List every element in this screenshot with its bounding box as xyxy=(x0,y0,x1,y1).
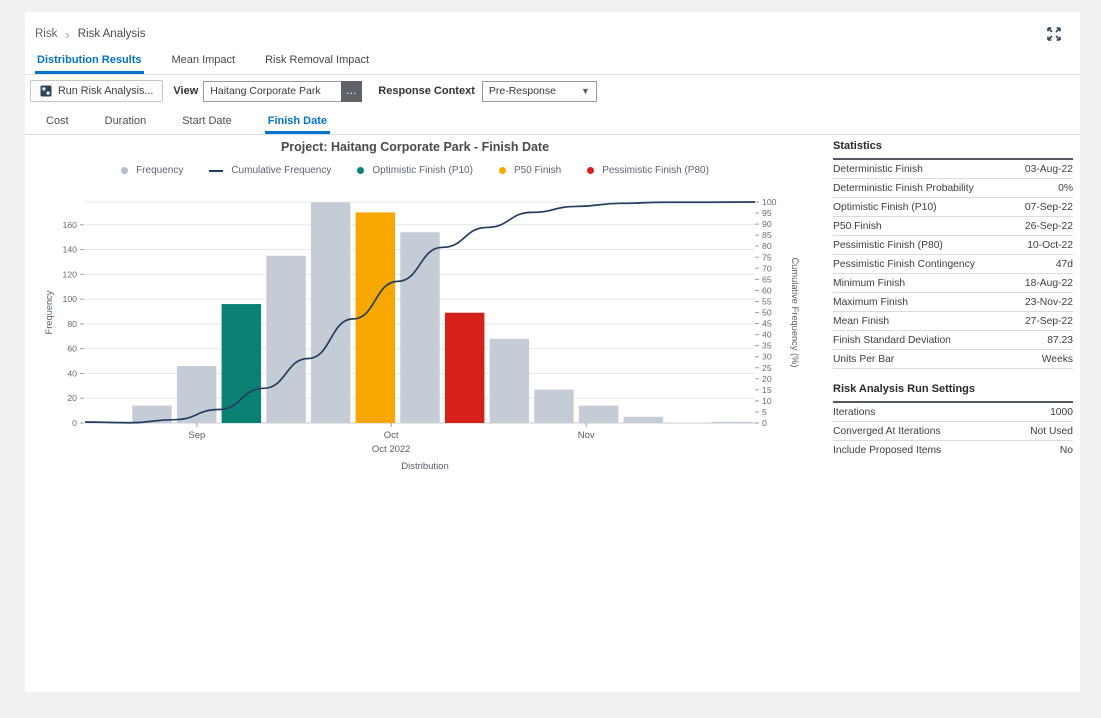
svg-text:35: 35 xyxy=(762,341,772,351)
svg-text:15: 15 xyxy=(762,385,772,395)
legend-item-cumulative-frequency[interactable]: Cumulative Frequency xyxy=(209,165,331,176)
legend-item-pessimistic-finish[interactable]: Pessimistic Finish (P80) xyxy=(587,165,709,176)
setting-row-iterations: Iterations 1000 xyxy=(833,403,1073,422)
response-context-label: Response Context xyxy=(378,85,475,97)
stat-row-maximum-finish: Maximum Finish 23-Nov-22 xyxy=(833,293,1073,312)
svg-text:80: 80 xyxy=(762,241,772,251)
svg-text:20: 20 xyxy=(67,393,77,403)
svg-text:85: 85 xyxy=(762,230,772,240)
svg-text:30: 30 xyxy=(762,352,772,362)
statistics-panel: Statistics Deterministic Finish 03-Aug-22… xyxy=(833,140,1073,460)
result-subtabs: Cost Duration Start Date Finish Date xyxy=(25,111,1080,135)
svg-text:0: 0 xyxy=(762,418,767,428)
svg-text:60: 60 xyxy=(67,344,77,354)
tab-distribution-results[interactable]: Distribution Results xyxy=(35,50,144,74)
svg-text:140: 140 xyxy=(63,245,78,255)
svg-text:50: 50 xyxy=(762,308,772,318)
subtab-duration[interactable]: Duration xyxy=(104,115,147,127)
svg-text:5: 5 xyxy=(762,407,767,417)
breadcrumb: Risk › Risk Analysis xyxy=(35,26,146,42)
frequency-marker-icon xyxy=(121,167,129,174)
stat-row-deterministic-finish: Deterministic Finish 03-Aug-22 xyxy=(833,160,1073,179)
p10-marker-icon xyxy=(357,167,365,174)
stat-row-mean-finish: Mean Finish 27-Sep-22 xyxy=(833,312,1073,331)
svg-text:Frequency: Frequency xyxy=(44,290,54,334)
svg-text:100: 100 xyxy=(63,294,78,304)
breadcrumb-risk[interactable]: Risk xyxy=(35,28,58,40)
svg-text:120: 120 xyxy=(63,269,78,279)
chevron-down-icon: ▼ xyxy=(580,86,590,96)
legend-item-frequency[interactable]: Frequency xyxy=(121,165,183,176)
stat-row-finish-standard-deviation: Finish Standard Deviation 87.23 xyxy=(833,331,1073,350)
statistics-title: Statistics xyxy=(833,140,1073,160)
svg-text:65: 65 xyxy=(762,274,772,284)
svg-text:40: 40 xyxy=(762,330,772,340)
subtab-finish-date[interactable]: Finish Date xyxy=(264,111,331,134)
svg-text:Nov: Nov xyxy=(578,430,595,441)
risk-analysis-page: Risk › Risk Analysis Distribution Result… xyxy=(25,12,1080,692)
subtab-cost[interactable]: Cost xyxy=(46,115,69,127)
svg-text:10: 10 xyxy=(762,396,772,406)
chart-legend: Frequency Cumulative Frequency Optimisti… xyxy=(40,165,790,176)
run-settings-panel: Risk Analysis Run Settings Iterations 100… xyxy=(833,383,1073,460)
stat-row-deterministic-finish-probability: Deterministic Finish Probability 0% xyxy=(833,179,1073,198)
distribution-chart: 0204060801001201401600510152025303540455… xyxy=(44,197,800,472)
svg-text:70: 70 xyxy=(762,263,772,273)
tab-risk-removal-impact[interactable]: Risk Removal Impact xyxy=(265,54,370,66)
svg-text:0: 0 xyxy=(72,418,77,428)
stat-row-minimum-finish: Minimum Finish 18-Aug-22 xyxy=(833,274,1073,293)
setting-row-include-proposed-items: Include Proposed Items No xyxy=(833,445,1073,456)
svg-text:95: 95 xyxy=(762,208,772,218)
svg-text:75: 75 xyxy=(762,252,772,262)
run-settings-title: Risk Analysis Run Settings xyxy=(833,383,1073,403)
tab-mean-impact[interactable]: Mean Impact xyxy=(171,54,236,66)
svg-text:60: 60 xyxy=(762,285,772,295)
response-context-select[interactable]: Pre-Response ▼ xyxy=(481,80,597,102)
p80-marker-icon xyxy=(587,167,595,174)
svg-text:Sep: Sep xyxy=(188,430,205,441)
svg-text:Distribution: Distribution xyxy=(401,461,449,472)
expand-icon[interactable] xyxy=(1044,26,1064,44)
svg-text:Cumulative Frequency (%): Cumulative Frequency (%) xyxy=(790,257,800,367)
toolbar: Run Risk Analysis... View … Response Con… xyxy=(30,79,597,103)
stat-row-units-per-bar: Units Per Bar Weeks xyxy=(833,350,1073,369)
chart-title: Project: Haitang Corporate Park - Finish… xyxy=(280,140,550,154)
svg-text:45: 45 xyxy=(762,319,772,329)
line-marker-icon xyxy=(209,169,224,172)
stat-row-pessimistic-finish: Pessimistic Finish (P80) 10-Oct-22 xyxy=(833,236,1073,255)
svg-text:Oct 2022: Oct 2022 xyxy=(372,444,411,455)
dice-icon xyxy=(40,85,52,97)
svg-text:25: 25 xyxy=(762,363,772,373)
legend-item-optimistic-finish[interactable]: Optimistic Finish (P10) xyxy=(357,165,473,176)
stat-row-optimistic-finish: Optimistic Finish (P10) 07-Sep-22 xyxy=(833,198,1073,217)
view-more-button[interactable]: … xyxy=(341,80,363,102)
chevron-right-icon: › xyxy=(65,26,70,42)
svg-text:40: 40 xyxy=(67,368,77,378)
view-input[interactable] xyxy=(203,80,342,102)
stat-row-p50-finish: P50 Finish 26-Sep-22 xyxy=(833,217,1073,236)
breadcrumb-risk-analysis: Risk Analysis xyxy=(77,28,146,40)
main-tabs: Distribution Results Mean Impact Risk Re… xyxy=(25,50,1080,75)
svg-text:80: 80 xyxy=(67,319,77,329)
svg-text:160: 160 xyxy=(63,220,78,230)
run-risk-analysis-label: Run Risk Analysis... xyxy=(58,85,154,97)
svg-text:100: 100 xyxy=(762,197,777,207)
setting-row-converged-at-iterations: Converged At Iterations Not Used xyxy=(833,422,1073,441)
svg-text:Oct: Oct xyxy=(384,430,399,441)
p50-marker-icon xyxy=(498,167,506,174)
svg-text:20: 20 xyxy=(762,374,772,384)
run-risk-analysis-button[interactable]: Run Risk Analysis... xyxy=(30,80,164,102)
svg-text:90: 90 xyxy=(762,219,772,229)
response-context-value: Pre-Response xyxy=(488,85,556,97)
stat-row-pessimistic-finish-contingency: Pessimistic Finish Contingency 47d xyxy=(833,255,1073,274)
legend-item-p50-finish[interactable]: P50 Finish xyxy=(498,165,561,176)
view-label: View xyxy=(173,85,199,97)
subtab-start-date[interactable]: Start Date xyxy=(182,115,232,127)
svg-text:55: 55 xyxy=(762,296,772,306)
